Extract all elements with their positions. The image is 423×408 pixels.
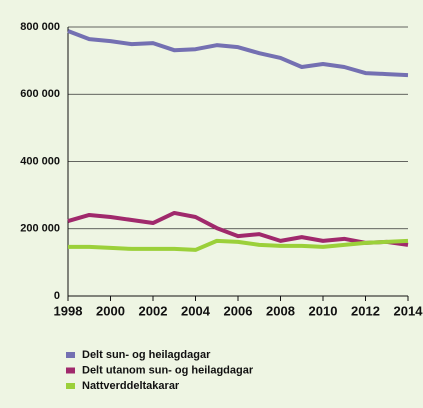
legend-swatch bbox=[66, 352, 75, 358]
y-tick-label: 0 bbox=[54, 290, 60, 302]
y-tick-label: 200 000 bbox=[20, 223, 60, 235]
x-tick-label: 2004 bbox=[181, 303, 211, 318]
y-tick-label: 600 000 bbox=[20, 88, 60, 100]
series-line bbox=[68, 238, 409, 252]
x-tick-label: 2002 bbox=[139, 303, 168, 318]
y-tick-label: 800 000 bbox=[20, 21, 60, 33]
x-tick-label: 1998 bbox=[54, 303, 83, 318]
legend-swatch bbox=[66, 383, 75, 389]
series-line bbox=[67, 210, 409, 247]
x-tick-label: 2006 bbox=[224, 303, 253, 318]
y-tick-label: 400 000 bbox=[20, 155, 60, 167]
x-tick-label: 2008 bbox=[266, 303, 295, 318]
x-tick-label: 2000 bbox=[96, 303, 125, 318]
legend-swatch bbox=[66, 367, 75, 374]
x-tick-label: 2012 bbox=[351, 303, 380, 318]
series-line bbox=[67, 29, 409, 78]
legend-label: Delt sun- og heilagdagar bbox=[82, 349, 211, 361]
x-tick-label: 2014 bbox=[394, 303, 423, 318]
legend-label: Delt utanom sun- og heilagdagar bbox=[82, 364, 254, 376]
legend-label: Nattverddeltakarar bbox=[82, 380, 180, 392]
x-tick-label: 2010 bbox=[309, 303, 338, 318]
